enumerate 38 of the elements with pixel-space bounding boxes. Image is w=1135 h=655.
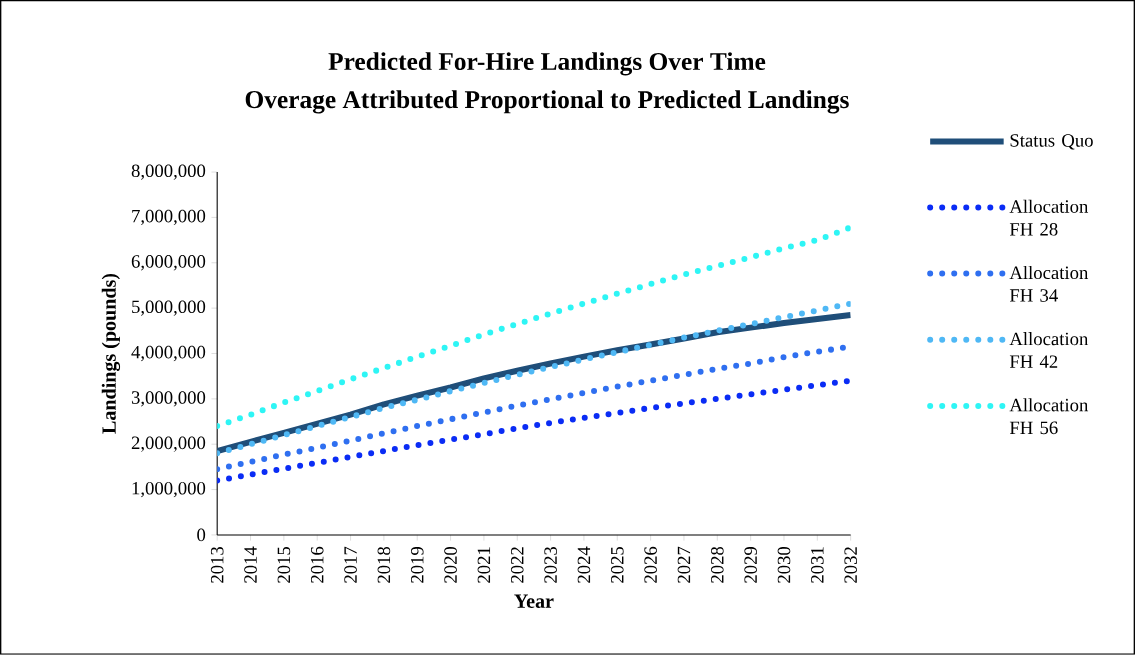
legend-label: Allocation FH 56 <box>1009 398 1089 435</box>
x-tick-label: 2017 <box>344 546 357 583</box>
y-tick-label: 7,000,000 <box>132 209 206 226</box>
x-tick-label: 2023 <box>544 547 557 583</box>
y-tick-label: 5,000,000 <box>132 300 206 316</box>
y-tick-label: 6,000,000 <box>131 255 206 271</box>
x-tick-label: 2027 <box>677 546 691 583</box>
x-tick-label: 2014 <box>244 546 257 583</box>
x-axis-title: Year <box>514 594 554 608</box>
x-tick-label: 2015 <box>277 547 291 583</box>
x-tick-label: 2032 <box>844 547 857 583</box>
y-tick-label: 8,000,000 <box>131 164 206 180</box>
x-tick-label: 2019 <box>410 547 424 583</box>
y-axis-title: Landings (pounds) <box>101 273 121 434</box>
legend-label: Allocation FH 34 <box>1009 265 1089 302</box>
chart-title: Predicted For-Hire Landings Over Time <box>328 52 766 76</box>
x-tick-label: 2025 <box>610 547 624 583</box>
x-tick-label: 2029 <box>744 547 757 583</box>
x-tick-label: 2016 <box>310 546 324 583</box>
legend-label: Allocation FH 42 <box>1009 332 1089 368</box>
x-tick-label: 2020 <box>444 547 457 583</box>
x-tick-label: 2028 <box>710 547 724 583</box>
legend-label: Allocation FH 28 <box>1009 199 1089 236</box>
y-tick-label: 0 <box>197 528 206 542</box>
y-tick-label: 1,000,000 <box>132 481 206 498</box>
x-tick-label: 2013 <box>210 547 224 583</box>
x-tick-label: 2030 <box>777 547 791 583</box>
x-tick-label: 2022 <box>510 547 524 583</box>
x-tick-label: 2018 <box>377 547 391 583</box>
y-tick-label: 4,000,000 <box>131 345 206 362</box>
legend-label: Status Quo <box>1010 134 1093 150</box>
x-tick-label: 2024 <box>577 546 591 583</box>
x-tick-label: 2021 <box>477 547 491 583</box>
x-tick-label: 2026 <box>644 546 657 583</box>
y-tick-label: 2,000,000 <box>131 436 206 452</box>
chart-subtitle: Overage Attributed Proportional to Predicted Landings <box>245 90 849 114</box>
y-tick-label: 3,000,000 <box>131 391 206 407</box>
x-tick-label: 2031 <box>811 547 824 583</box>
